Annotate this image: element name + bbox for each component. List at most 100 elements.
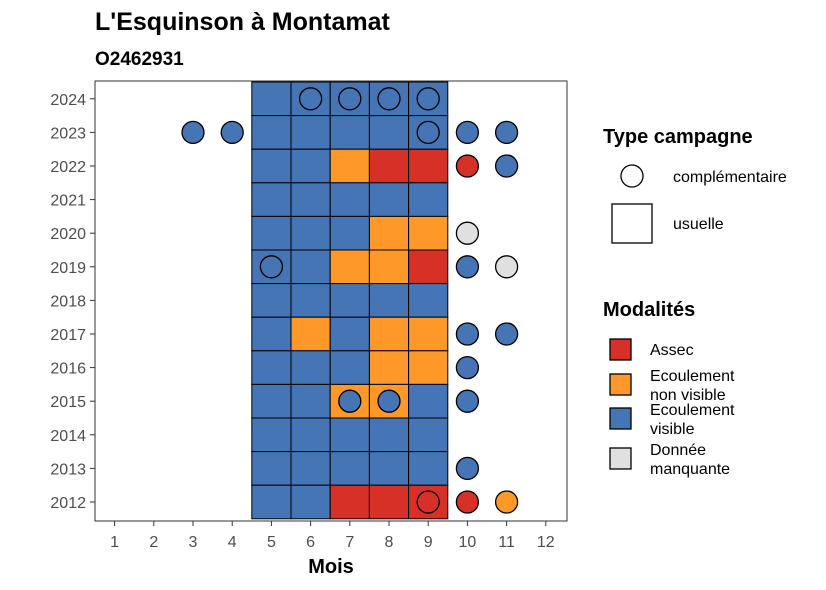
legend-square-key <box>611 203 653 244</box>
x-tick-label: 3 <box>189 534 198 551</box>
tile-usuelle <box>329 417 370 453</box>
point-complementaire <box>494 154 519 178</box>
tile-usuelle <box>408 283 449 318</box>
x-tick-label: 12 <box>537 534 555 551</box>
point-complementaire <box>338 389 362 413</box>
tile-usuelle <box>408 383 449 419</box>
tile-usuelle <box>290 148 331 184</box>
tile-usuelle <box>290 249 331 285</box>
chart-subtitle: O2462931 <box>95 49 184 70</box>
tile-usuelle <box>290 417 331 453</box>
legend-key-assec <box>609 338 632 361</box>
y-tick-label: 2014 <box>50 428 86 445</box>
tile-usuelle <box>251 451 292 486</box>
point-complementaire <box>494 255 519 279</box>
tile-usuelle <box>368 283 410 318</box>
tile-usuelle <box>408 417 449 453</box>
tile-usuelle <box>251 182 292 217</box>
circles-layer <box>181 87 519 514</box>
x-tick-label: 9 <box>424 534 433 551</box>
tile-usuelle <box>251 417 292 453</box>
point-complementaire <box>259 255 284 279</box>
tile-usuelle <box>329 115 370 150</box>
tile-usuelle <box>329 484 370 520</box>
point-complementaire <box>377 87 401 111</box>
tile-usuelle <box>368 249 410 285</box>
tile-usuelle <box>290 383 331 419</box>
tile-usuelle <box>368 316 410 352</box>
tile-usuelle <box>329 215 370 251</box>
tile-usuelle <box>408 249 449 285</box>
point-complementaire <box>298 87 323 111</box>
point-complementaire <box>338 87 362 111</box>
legend-type-campagne: Type campagne complémentaire usuelle <box>603 126 787 244</box>
tile-usuelle <box>408 182 449 217</box>
legend-type-label: usuelle <box>673 216 724 233</box>
tile-usuelle <box>408 451 449 486</box>
point-complementaire <box>455 120 480 145</box>
y-tick-label: 2019 <box>50 260 86 277</box>
point-complementaire <box>416 87 440 111</box>
legend-label-donnee-manquante: Donnée <box>650 442 706 459</box>
tile-usuelle <box>251 283 292 318</box>
tile-usuelle <box>290 451 331 486</box>
tile-usuelle <box>368 215 410 251</box>
tile-usuelle <box>368 484 410 520</box>
tile-usuelle <box>329 316 370 352</box>
point-complementaire <box>455 456 480 481</box>
y-tick-label: 2023 <box>50 125 86 142</box>
legend-key-ecoulement-visible <box>609 407 632 430</box>
y-tick-label: 2016 <box>50 361 86 378</box>
point-complementaire <box>416 490 440 514</box>
tile-usuelle <box>290 484 331 520</box>
legend-label-ecoulement-visible: Ecoulement <box>650 402 735 419</box>
tile-usuelle <box>368 451 410 486</box>
y-tick-label: 2018 <box>50 293 86 310</box>
y-tick-label: 2015 <box>50 394 86 411</box>
point-complementaire <box>416 120 440 145</box>
tile-usuelle <box>329 182 370 217</box>
tile-usuelle <box>368 115 410 150</box>
point-complementaire <box>220 120 244 145</box>
legend-label-ecoulement-visible: visible <box>650 421 695 438</box>
y-tick-label: 2012 <box>50 495 86 512</box>
legend-key-donnee-manquante <box>609 447 632 470</box>
tile-usuelle <box>368 417 410 453</box>
x-tick-label: 2 <box>149 534 158 551</box>
y-tick-label: 2022 <box>50 159 86 176</box>
y-tick-label: 2013 <box>50 461 86 478</box>
point-complementaire <box>494 120 519 145</box>
y-tick-label: 2021 <box>50 193 86 210</box>
point-complementaire <box>377 389 401 413</box>
tile-usuelle <box>368 182 410 217</box>
x-tick-label: 8 <box>385 534 394 551</box>
tile-usuelle <box>251 484 292 520</box>
tile-usuelle <box>408 148 449 184</box>
chart-title: L'Esquinson à Montamat <box>95 8 391 36</box>
tile-usuelle <box>251 115 292 150</box>
point-complementaire <box>181 120 205 145</box>
x-axis-title: Mois <box>308 556 354 578</box>
legend-circle-key <box>620 164 644 188</box>
y-tick-label: 2024 <box>50 92 86 109</box>
tile-usuelle <box>290 350 331 385</box>
tile-usuelle <box>329 283 370 318</box>
point-complementaire <box>455 355 480 380</box>
point-complementaire <box>494 490 519 514</box>
tile-usuelle <box>290 283 331 318</box>
tile-usuelle <box>251 215 292 251</box>
point-complementaire <box>455 255 480 279</box>
legend-type-label: complémentaire <box>673 169 787 186</box>
legend-label-assec: Assec <box>650 342 694 359</box>
x-tick-label: 7 <box>345 534 354 551</box>
x-tick-label: 11 <box>498 534 515 551</box>
tile-usuelle <box>290 182 331 217</box>
tile-usuelle <box>368 148 410 184</box>
x-tick-label: 5 <box>267 534 276 551</box>
legend-type-title: Type campagne <box>603 126 753 148</box>
point-complementaire <box>455 154 480 178</box>
tile-usuelle <box>329 249 370 285</box>
point-complementaire <box>455 389 480 413</box>
